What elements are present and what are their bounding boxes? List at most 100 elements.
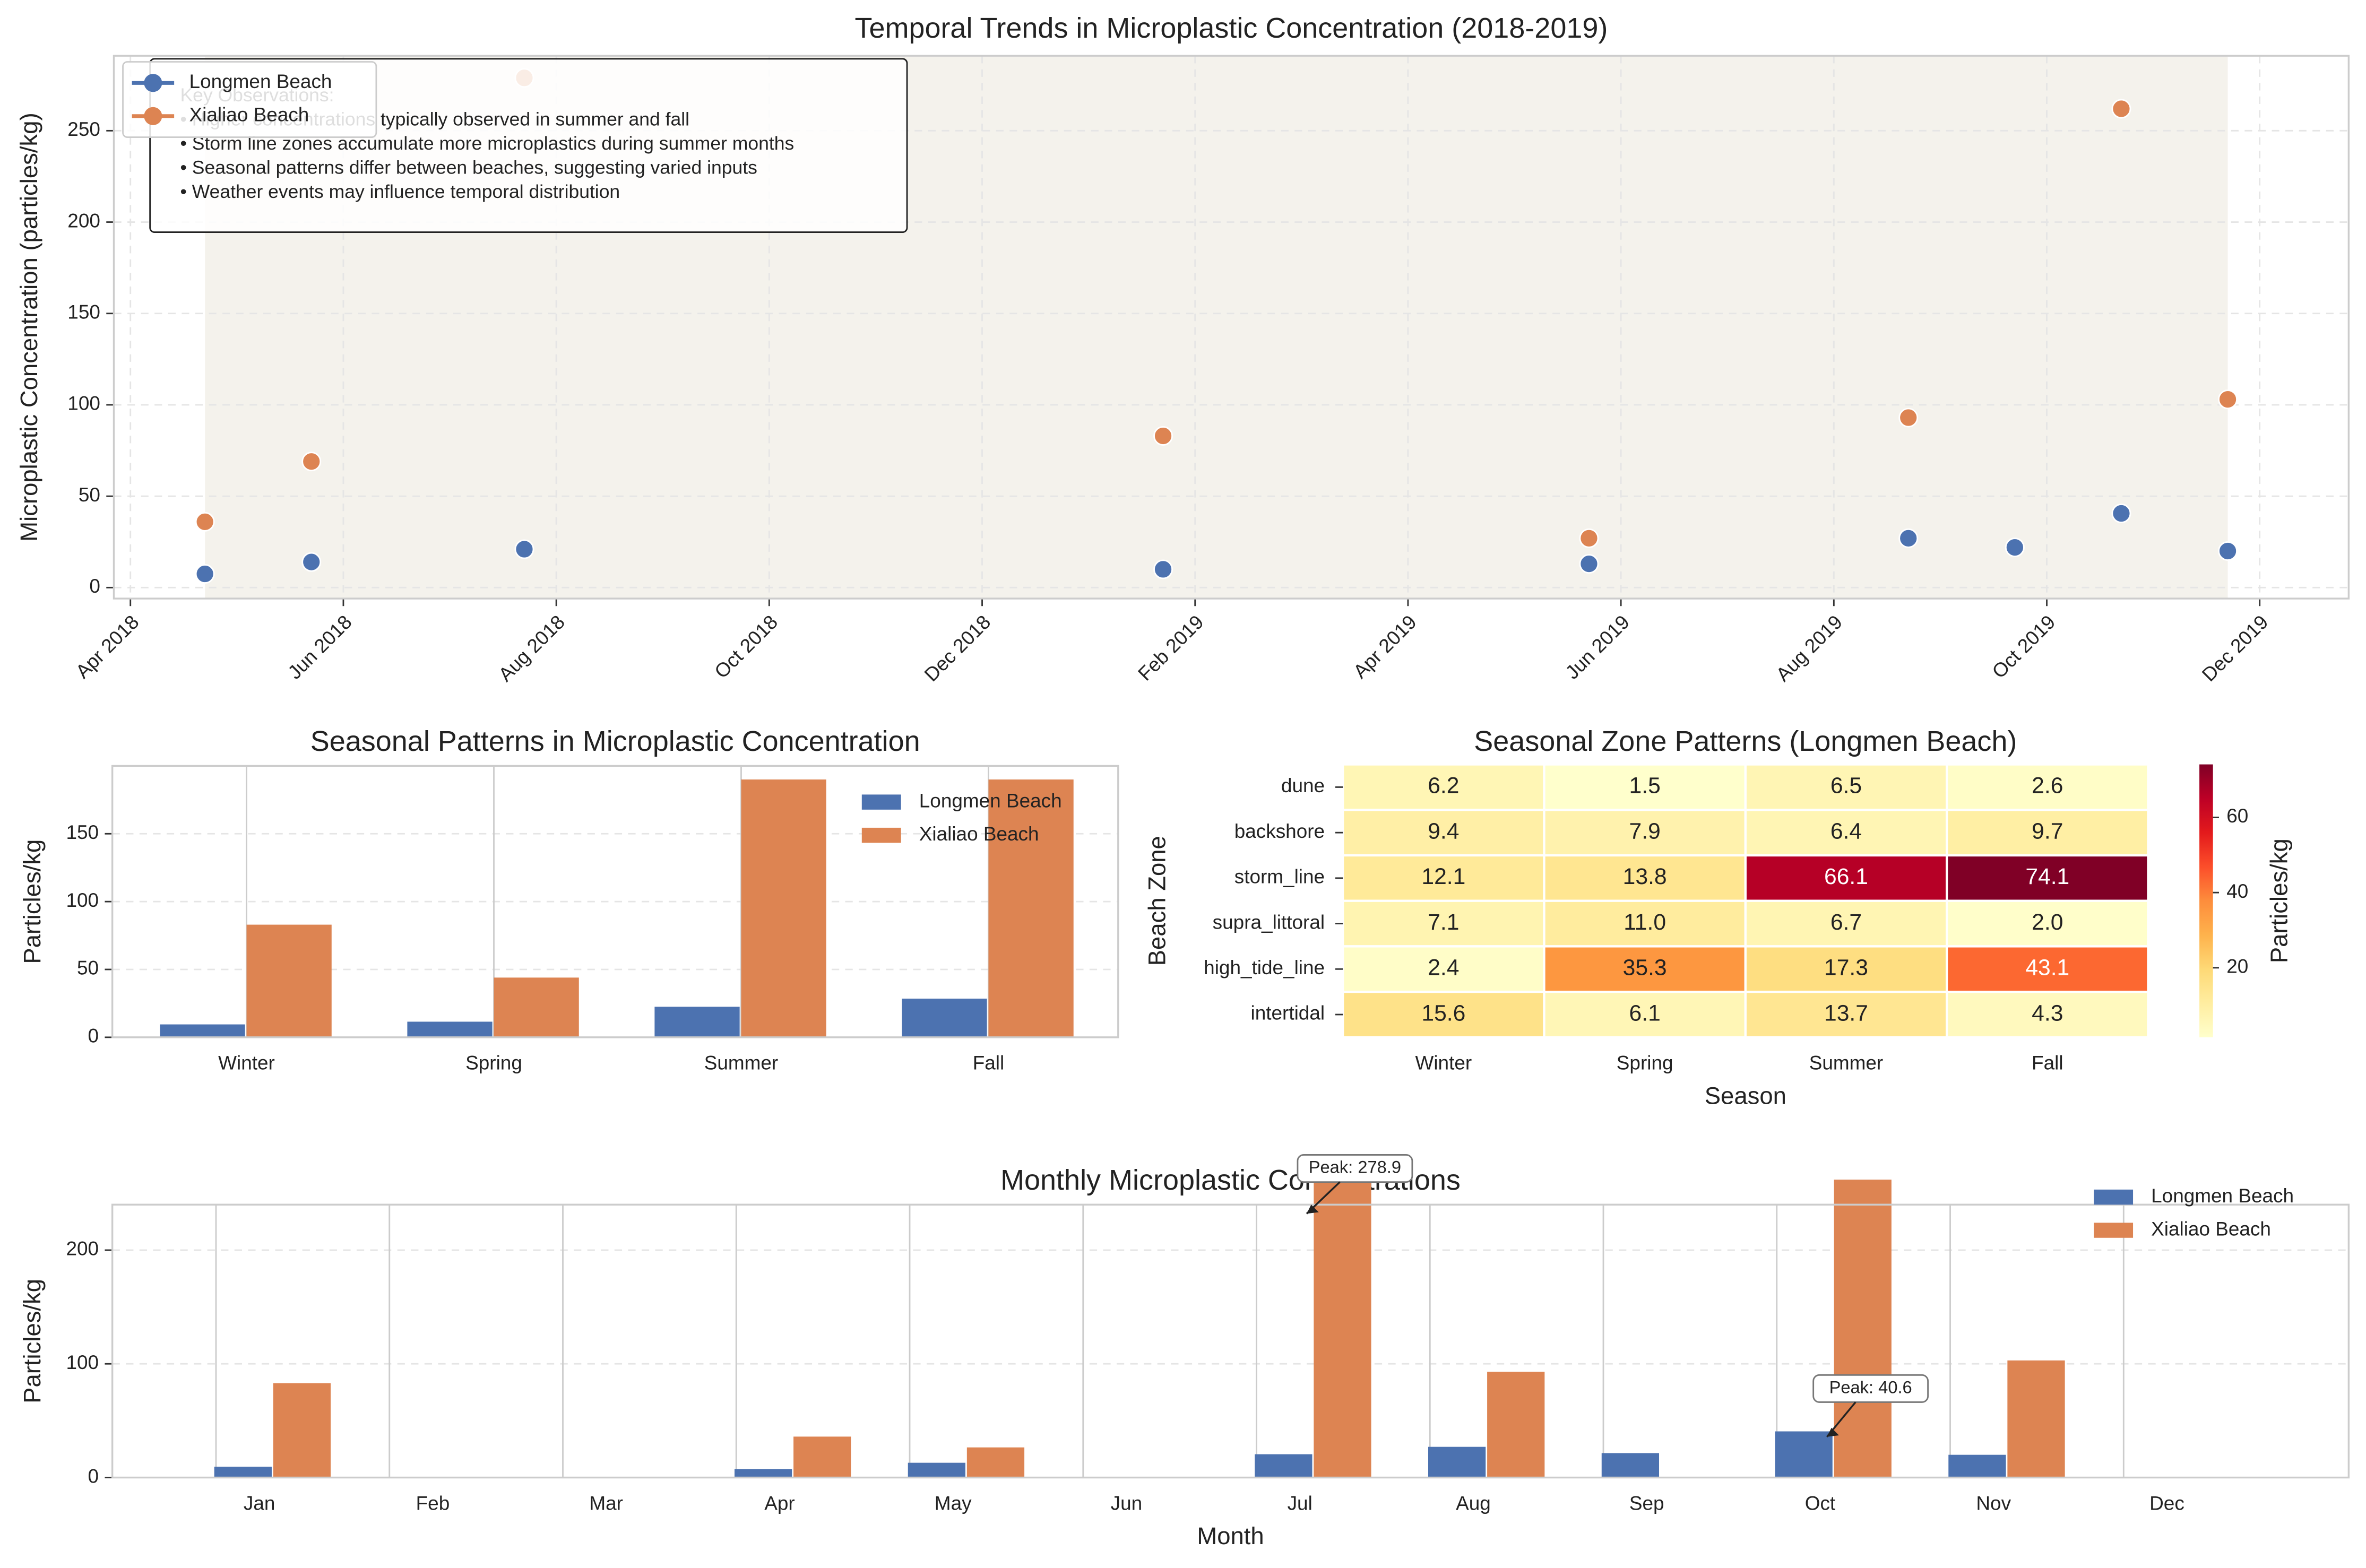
- bar: [1948, 1454, 2006, 1478]
- cell-label: 12.1: [1421, 864, 1465, 889]
- cell-label: 6.4: [1830, 818, 1862, 844]
- annotation-label: Peak: 40.6: [1829, 1378, 1912, 1397]
- x-tick-label: Jan: [244, 1492, 275, 1514]
- heatmap-cell: [1744, 763, 1948, 811]
- y-tick-label: 50: [77, 957, 99, 979]
- colorbar-label: Particles/kg: [2266, 838, 2293, 963]
- bar: [273, 1383, 331, 1478]
- annotation-label: Peak: 278.9: [1309, 1157, 1401, 1177]
- legend-label: Xialiao Beach: [2151, 1218, 2271, 1240]
- y-tick-label: intertidal: [1251, 1002, 1325, 1024]
- bar: [214, 1467, 272, 1478]
- y-tick-label: 0: [88, 1465, 99, 1487]
- cell-label: 13.7: [1824, 1000, 1868, 1026]
- data-point: [1153, 559, 1173, 579]
- heatmap-cell: [1744, 809, 1948, 857]
- chart-title: Seasonal Patterns in Microplastic Concen…: [310, 725, 920, 757]
- legend-box: [122, 61, 377, 138]
- cell-label: 2.6: [2032, 773, 2063, 799]
- bar: [654, 1007, 740, 1037]
- data-point: [1153, 426, 1173, 446]
- heatmap-cell: [1744, 899, 1948, 948]
- cell-label: 7.1: [1428, 909, 1459, 935]
- y-tick-label: 0: [89, 575, 100, 597]
- data-point: [195, 512, 215, 532]
- y-axis-label: Particles/kg: [19, 839, 46, 964]
- cell-label: 9.7: [2032, 818, 2063, 844]
- y-tick-label: storm_line: [1234, 866, 1325, 888]
- data-point: [2218, 541, 2238, 561]
- cell-label: 35.3: [1623, 955, 1667, 981]
- annotation-line: • Weather events may influence temporal …: [180, 181, 620, 202]
- legend-swatch: [861, 794, 901, 810]
- x-tick-label: Spring: [1617, 1052, 1673, 1074]
- x-tick-label: Winter: [1415, 1052, 1472, 1074]
- y-tick-label: 100: [66, 889, 99, 911]
- x-tick-label: Winter: [218, 1052, 275, 1074]
- heatmap-cell: [1946, 945, 2149, 993]
- chart-title: Seasonal Zone Patterns (Longmen Beach): [1474, 725, 2017, 757]
- annotation-box: [1812, 1374, 1929, 1403]
- x-axis-label: Month: [1197, 1522, 1264, 1549]
- x-tick-label: Spring: [465, 1052, 522, 1074]
- cell-label: 15.6: [1421, 1000, 1465, 1026]
- y-axis-label: Particles/kg: [19, 1279, 46, 1404]
- colorbar: [2199, 764, 2213, 1037]
- x-axis-label: Season: [1705, 1082, 1786, 1110]
- x-tick-label: Sep: [1629, 1492, 1664, 1514]
- x-tick-label: Feb: [416, 1492, 450, 1514]
- data-point: [1898, 408, 1919, 428]
- bar: [1834, 1180, 1892, 1478]
- bar: [407, 1021, 493, 1037]
- x-tick-label: Summer: [1809, 1052, 1884, 1074]
- plot-frame: [113, 55, 2350, 600]
- heatmap-cell: [1946, 991, 2149, 1038]
- x-tick-label: May: [935, 1492, 972, 1514]
- heatmap-cell: [1744, 991, 1948, 1038]
- data-point: [301, 552, 322, 572]
- colorbar-tick-label: 40: [2226, 880, 2248, 902]
- x-tick-label: Fall: [2032, 1052, 2063, 1074]
- annotation-box: [1297, 1154, 1413, 1183]
- cell-label: 4.3: [2032, 1000, 2063, 1026]
- y-tick-label: 200: [66, 1238, 99, 1260]
- bar: [1255, 1454, 1312, 1478]
- plot-frame: [111, 1203, 2350, 1479]
- data-point: [2111, 99, 2131, 119]
- legend-label: Xialiao Beach: [189, 104, 309, 126]
- cell-label: 17.3: [1824, 955, 1868, 981]
- y-tick-label: 200: [67, 210, 100, 231]
- x-tick-label: Mar: [589, 1492, 623, 1514]
- heatmap-cell: [1543, 945, 1747, 993]
- cell-label: 1.5: [1629, 773, 1661, 799]
- cell-label: 66.1: [1824, 864, 1868, 889]
- cell-label: 6.1: [1629, 1000, 1661, 1026]
- data-point: [2005, 538, 2025, 558]
- y-tick-label: 0: [88, 1025, 99, 1047]
- y-axis-label: Beach Zone: [1144, 836, 1171, 966]
- bar: [1601, 1453, 1660, 1478]
- bar: [988, 779, 1074, 1037]
- y-tick-label: 100: [67, 393, 100, 414]
- bar: [246, 924, 332, 1037]
- bar: [793, 1436, 851, 1478]
- annotation-arrowhead: [1306, 1205, 1319, 1214]
- cell-label: 2.0: [2032, 909, 2063, 935]
- cell-label: 6.2: [1428, 773, 1459, 799]
- x-tick-label: Nov: [1976, 1492, 2011, 1514]
- cell-label: 43.1: [2025, 955, 2069, 981]
- bar: [741, 779, 826, 1037]
- legend-label: Longmen Beach: [189, 71, 332, 92]
- y-tick-label: backshore: [1234, 820, 1325, 842]
- y-tick-label: 250: [67, 118, 100, 140]
- legend-label: Longmen Beach: [919, 790, 1062, 811]
- annotation-line: • Seasonal patterns differ between beach…: [180, 157, 757, 178]
- cell-label: 11.0: [1624, 909, 1666, 935]
- bar: [160, 1024, 245, 1037]
- cell-label: 74.1: [2025, 864, 2069, 889]
- heatmap-cell: [1342, 763, 1545, 811]
- y-tick-label: 100: [66, 1352, 99, 1373]
- y-tick-label: supra_littoral: [1213, 911, 1325, 933]
- heatmap-cell: [1946, 763, 2149, 811]
- legend-label: Longmen Beach: [2151, 1185, 2294, 1207]
